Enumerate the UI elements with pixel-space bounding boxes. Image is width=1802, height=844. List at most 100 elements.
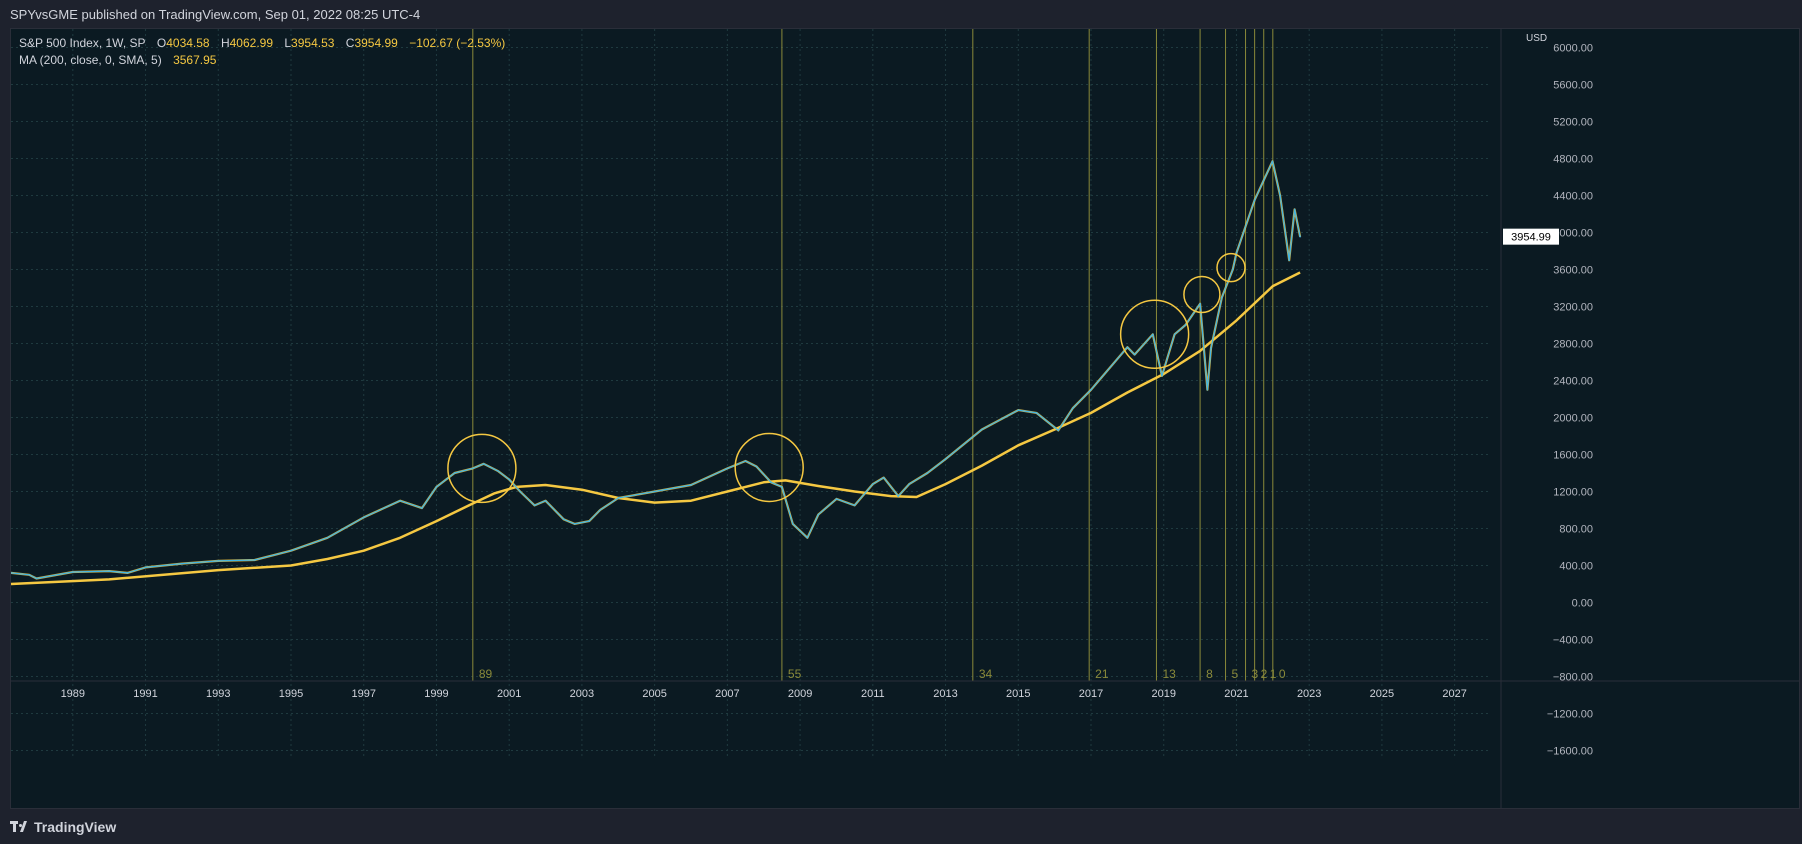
price-point — [1072, 407, 1074, 410]
fib-time-label: 13 — [1162, 667, 1176, 681]
publisher-caption: SPYvsGME published on TradingView.com, S… — [10, 7, 421, 22]
y-axis-currency: USD — [1526, 33, 1547, 44]
fib-time-label: 55 — [788, 667, 802, 681]
y-tick-label: −400.00 — [1553, 635, 1593, 647]
price-chart[interactable]: 6000.00 5600.00 5200.00 4800.00 4400.00 4000.… — [11, 29, 1799, 808]
legend-open-label: O — [156, 36, 167, 50]
price-point — [362, 516, 365, 519]
x-tick-label: 2023 — [1297, 688, 1321, 700]
y-tick-label: −800.00 — [1553, 672, 1593, 684]
x-tick-label: 2025 — [1370, 688, 1394, 700]
price-point — [453, 472, 456, 474]
price-point — [908, 483, 910, 485]
annotation-circle — [1119, 299, 1190, 369]
legend-symbol[interactable]: S&P 500 Index, 1W, SP — [19, 36, 146, 50]
x-tick-label: 1991 — [133, 688, 157, 700]
x-tick-label: 2007 — [715, 688, 739, 700]
price-point — [435, 486, 438, 488]
price-point — [533, 504, 536, 507]
y-tick-label: 5200.00 — [1553, 117, 1593, 129]
x-tick-label: 1999 — [424, 688, 448, 700]
y-tick-label: 1200.00 — [1553, 487, 1593, 499]
x-tick-label: 1993 — [206, 688, 230, 700]
price-point — [562, 518, 565, 521]
legend-change: −102.67 (−2.53%) — [409, 36, 506, 50]
tradingview-logo-icon — [10, 821, 28, 833]
price-point — [1271, 160, 1274, 163]
x-tick-label: 1995 — [279, 688, 303, 700]
price-point — [1235, 252, 1238, 254]
price-point — [1206, 388, 1209, 391]
price-point — [853, 504, 856, 507]
price-point — [217, 560, 220, 562]
price-point — [1199, 302, 1201, 305]
price-point — [770, 481, 772, 484]
price-point — [1293, 208, 1296, 211]
price-point — [508, 478, 510, 481]
y-tick-label: 5600.00 — [1553, 80, 1593, 92]
price-point — [181, 562, 183, 565]
price-point — [144, 566, 147, 569]
price-point — [835, 498, 838, 500]
price-point — [35, 577, 38, 580]
ma-line — [11, 271, 1301, 586]
price-point — [108, 570, 110, 572]
price-point — [817, 513, 820, 516]
y-tick-label: −1600.00 — [1547, 746, 1593, 758]
price-point — [1253, 199, 1256, 201]
price-point — [497, 470, 500, 472]
price-point — [482, 462, 485, 465]
price-point — [882, 476, 885, 479]
x-tick-label: 2013 — [933, 688, 957, 700]
price-point — [1221, 296, 1223, 299]
price-point — [72, 571, 74, 573]
price-point — [1090, 388, 1092, 391]
price-point — [653, 490, 656, 493]
price-point — [544, 499, 547, 502]
x-tick-label: 2003 — [570, 688, 594, 700]
price-point — [744, 460, 747, 462]
legend-ma-row: MA (200, close, 0, SMA, 5) 3567.95 — [19, 52, 505, 69]
y-tick-label: 6000.00 — [1553, 43, 1593, 55]
price-point — [519, 490, 521, 493]
price-point — [1017, 409, 1020, 411]
legend-close-value: 3954.99 — [354, 36, 398, 50]
y-tick-label: 800.00 — [1559, 524, 1593, 536]
price-point — [421, 507, 423, 509]
legend-high-label: H — [220, 36, 230, 50]
x-tick-label: 2015 — [1006, 688, 1030, 700]
legend-ma-label[interactable]: MA (200, close, 0, SMA, 5) — [19, 53, 162, 67]
price-point — [1057, 429, 1060, 432]
price-point — [1126, 346, 1129, 349]
fib-time-label: 8 — [1206, 667, 1213, 681]
annotation-circle — [1216, 252, 1246, 283]
legend-ma-value: 3567.95 — [173, 53, 217, 67]
price-point — [1210, 347, 1212, 349]
y-tick-label: 2800.00 — [1553, 339, 1593, 351]
price-point — [872, 483, 874, 485]
chart-panel[interactable]: S&P 500 Index, 1W, SP O4034.58 H4062.99 … — [10, 28, 1800, 809]
x-tick-label: 2009 — [788, 688, 812, 700]
y-tick-label: 4800.00 — [1553, 154, 1593, 166]
tradingview-brand: TradingView — [34, 819, 117, 835]
y-tick-label: −1200.00 — [1547, 709, 1593, 721]
footer-bar: TradingView — [0, 809, 1802, 844]
x-tick-label: 2019 — [1151, 688, 1175, 700]
fib-time-label: 89 — [479, 667, 493, 681]
price-point — [126, 572, 129, 574]
chart-legend: S&P 500 Index, 1W, SP O4034.58 H4062.99 … — [19, 35, 505, 69]
tradingview-logo[interactable]: TradingView — [10, 819, 116, 835]
price-point — [1288, 259, 1290, 262]
y-tick-label: 2000.00 — [1553, 413, 1593, 425]
price-point — [1161, 375, 1163, 377]
legend-close-label: C — [345, 36, 355, 50]
y-tick-label: 2400.00 — [1553, 376, 1593, 388]
y-tick-label: 400.00 — [1559, 561, 1593, 573]
legend-low-value: 3954.53 — [291, 36, 335, 50]
price-point — [326, 536, 329, 539]
legend-price-row: S&P 500 Index, 1W, SP O4034.58 H4062.99 … — [19, 35, 505, 52]
y-tick-label: 4400.00 — [1553, 191, 1593, 203]
price-point — [781, 486, 783, 488]
price-point — [1133, 353, 1136, 356]
legend-open-value: 4034.58 — [166, 36, 210, 50]
